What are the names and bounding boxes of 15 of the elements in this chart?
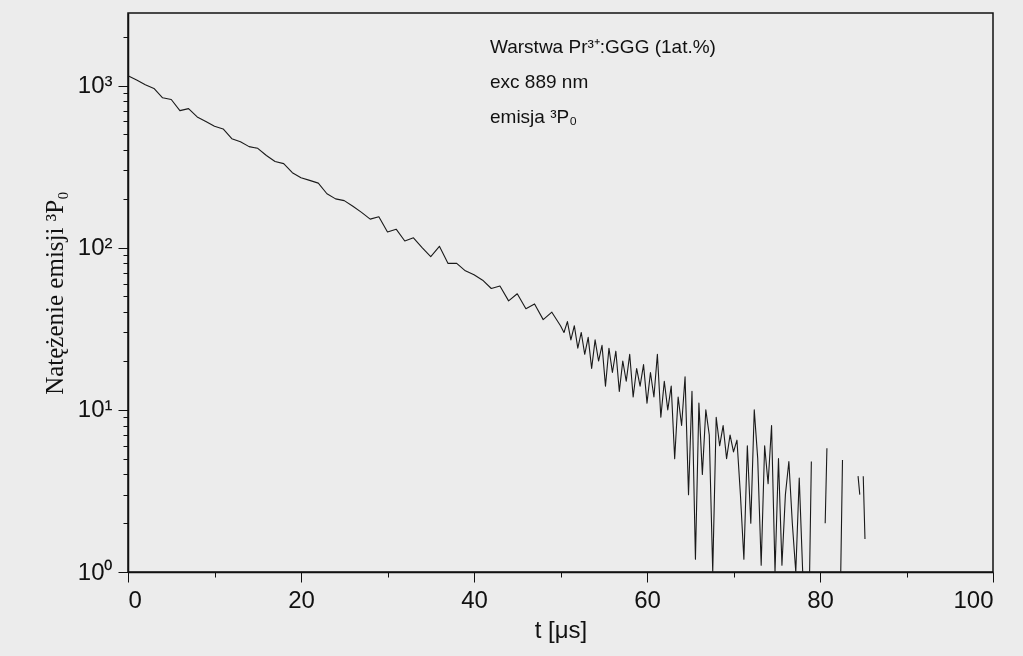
y-tick-label: 10⁰ <box>77 557 113 585</box>
x-tick-label: 80 <box>807 585 834 613</box>
x-tick-label: 100 <box>953 585 994 613</box>
annotation: exc 889 nm <box>490 71 589 92</box>
x-axis-title: t [μs] <box>534 615 588 643</box>
y-tick-label: 10³ <box>77 71 113 99</box>
y-tick-label: 10² <box>77 233 113 261</box>
x-tick-label: 0 <box>128 585 142 613</box>
annotation: emisja ³P₀ <box>490 106 578 127</box>
x-tick-label: 60 <box>634 585 661 613</box>
y-tick-label: 10¹ <box>77 395 113 423</box>
x-tick-label: 20 <box>288 585 315 613</box>
annotation: Warstwa Pr³⁺:GGG (1at.%) <box>490 36 716 57</box>
y-axis-title: Natężenie emisji ³P₀ <box>40 191 68 395</box>
x-tick-label: 40 <box>461 585 488 613</box>
